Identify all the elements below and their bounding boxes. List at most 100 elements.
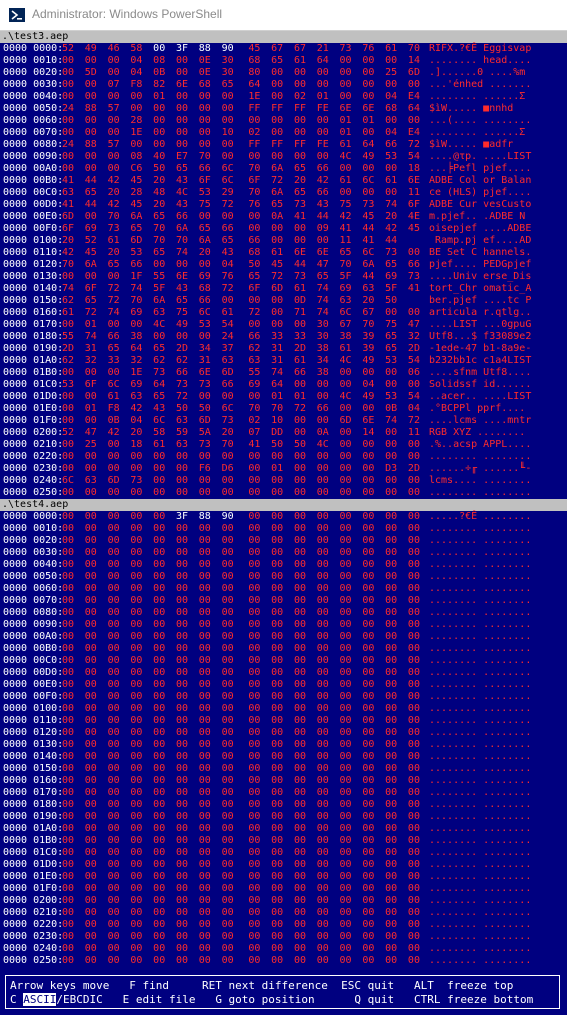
- hex-row[interactable]: 0000 0120: 00 00 00 00 00 00 00 00 00 00 00 00 00 00 00…: [0, 727, 567, 739]
- hex-row[interactable]: 0000 01D0: 00 00 61 63 65 72 00 00 00 01 01 00 4C 49 53…: [0, 391, 567, 403]
- hex-row[interactable]: 0000 0230: 00 00 00 00 00 00 00 00 00 00 00 00 00 00 00…: [0, 931, 567, 943]
- hex-row[interactable]: 0000 0030: 00 00 07 F8 82 6E 68 65 64 00 00 00 00 00 00…: [0, 79, 567, 91]
- hex-byte: 71: [293, 307, 306, 318]
- hex-byte: 00: [362, 907, 375, 918]
- hex-row[interactable]: 0000 0050: 00 00 00 00 00 00 00 00 00 00 00 00 00 00 00…: [0, 571, 567, 583]
- hex-byte: 0B: [385, 403, 398, 414]
- hex-row[interactable]: 0000 0070: 00 00 00 00 00 00 00 00 00 00 00 00 00 00 00…: [0, 595, 567, 607]
- hex-row[interactable]: 0000 0210: 00 00 00 00 00 00 00 00 00 00 00 00 00 00 00…: [0, 907, 567, 919]
- hex-byte: 61: [107, 391, 120, 402]
- hex-row[interactable]: 0000 01F0: 00 00 0B 04 6C 63 6D 73 02 10 00 00 6D 6E 74…: [0, 415, 567, 427]
- hex-row[interactable]: 0000 00C0: 00 00 00 00 00 00 00 00 00 00 00 00 00 00 00…: [0, 655, 567, 667]
- hex-row[interactable]: 0000 01A0: 00 00 00 00 00 00 00 00 00 00 00 00 00 00 00…: [0, 823, 567, 835]
- hex-row[interactable]: 0000 0150: 62 65 72 70 6A 65 66 00 00 00 0D 74 63 20 50…: [0, 295, 567, 307]
- hex-row[interactable]: 0000 0060: 00 00 00 28 00 00 00 00 00 00 00 00 01 01 00…: [0, 115, 567, 127]
- hex-row[interactable]: 0000 00F0: 00 00 00 00 00 00 00 00 00 00 00 00 00 00 00…: [0, 691, 567, 703]
- hex-row[interactable]: 0000 00B0: 00 00 00 00 00 00 00 00 00 00 00 00 00 00 00…: [0, 643, 567, 655]
- hex-row[interactable]: 0000 0140: 00 00 00 00 00 00 00 00 00 00 00 00 00 00 00…: [0, 751, 567, 763]
- hex-compare-console[interactable]: .\test3.aep 0000 0000: 52 49 46 58 00 3F 88 90 45 6…: [0, 31, 567, 1015]
- hex-byte: 00: [293, 235, 306, 246]
- hex-row[interactable]: 0000 0170: 00 00 00 00 00 00 00 00 00 00 00 00 00 00 00…: [0, 787, 567, 799]
- hex-row[interactable]: 0000 0050: 24 88 57 00 00 00 00 00 FF FF FF FE 6E 6E 68…: [0, 103, 567, 115]
- hex-row[interactable]: 0000 00F0: 6F 69 73 65 70 6A 65 66 00 00 00 09 41 44 42…: [0, 223, 567, 235]
- hex-row[interactable]: 0000 01C0: 53 6F 6C 69 64 73 73 66 69 64 00 00 00 04 00…: [0, 379, 567, 391]
- hex-row[interactable]: 0000 0240: 00 00 00 00 00 00 00 00 00 00 00 00 00 00 00…: [0, 943, 567, 955]
- hex-row[interactable]: 0000 0250: 00 00 00 00 00 00 00 00 00 00 00 00 00 00 00…: [0, 487, 567, 499]
- hex-row[interactable]: 0000 00C0: 63 65 20 28 48 4C 53 29 70 6A 65 66 00 00 00…: [0, 187, 567, 199]
- hex-row[interactable]: 0000 0180: 55 74 66 38 00 00 00 24 66 33 33 30 38 39 65…: [0, 331, 567, 343]
- hex-row[interactable]: 0000 0010: 00 00 00 04 08 00 0E 30 68 65 61 64 00 00 00…: [0, 55, 567, 67]
- hex-row[interactable]: 0000 01F0: 00 00 00 00 00 00 00 00 00 00 00 00 00 00 00…: [0, 883, 567, 895]
- hex-row[interactable]: 0000 0090: 00 00 00 00 00 00 00 00 00 00 00 00 00 00 00…: [0, 619, 567, 631]
- hex-row[interactable]: 0000 01D0: 00 00 00 00 00 00 00 00 00 00 00 00 00 00 00…: [0, 859, 567, 871]
- hex-row[interactable]: 0000 0010: 00 00 00 00 00 00 00 00 00 00 00 00 00 00 00…: [0, 523, 567, 535]
- hex-row[interactable]: 0000 0110: 42 45 20 53 65 74 20 43 68 61 6E 6E 65 6C 73…: [0, 247, 567, 259]
- hex-row[interactable]: 0000 00E0: 00 00 00 00 00 00 00 00 00 00 00 00 00 00 00…: [0, 679, 567, 691]
- hex-row[interactable]: 0000 00D0: 00 00 00 00 00 00 00 00 00 00 00 00 00 00 00…: [0, 667, 567, 679]
- hex-row[interactable]: 0000 00D0: 41 44 42 45 20 43 75 72 76 65 73 43 75 73 74…: [0, 199, 567, 211]
- ascii-mode-selected[interactable]: ASCII: [23, 993, 57, 1006]
- row-offset: 0000 01D0:: [3, 859, 64, 870]
- hex-row[interactable]: 0000 0160: 61 72 74 69 63 75 6C 61 72 00 71 74 6C 67 00…: [0, 307, 567, 319]
- hex-row[interactable]: 0000 00B0: 41 44 42 45 20 43 6F 6C 6F 72 20 42 61 6C 61…: [0, 175, 567, 187]
- hex-row[interactable]: 0000 0140: 74 6F 72 74 5F 43 68 72 6F 6D 61 74 69 63 5F…: [0, 283, 567, 295]
- hex-byte: 65: [175, 295, 189, 306]
- hex-row[interactable]: 0000 0180: 00 00 00 00 00 00 00 00 00 00 00 00 00 00 00…: [0, 799, 567, 811]
- hex-byte: 00: [316, 871, 329, 882]
- hex-row[interactable]: 0000 0060: 00 00 00 00 00 00 00 00 00 00 00 00 00 00 00…: [0, 583, 567, 595]
- hex-row[interactable]: 0000 01B0: 00 00 00 1E 73 66 6E 6D 55 74 66 38 00 00 00…: [0, 367, 567, 379]
- hex-row[interactable]: 0000 00A0: 00 00 00 00 00 00 00 00 00 00 00 00 00 00 00…: [0, 631, 567, 643]
- hex-row[interactable]: 0000 0130: 00 00 00 1F 55 6E 69 76 65 72 73 65 5F 44 69…: [0, 271, 567, 283]
- hex-row[interactable]: 0000 0090: 00 00 00 08 40 E7 70 00 00 00 00 00 4C 49 53…: [0, 151, 567, 163]
- hex-row[interactable]: 0000 0020: 00 00 00 00 00 00 00 00 00 00 00 00 00 00 00…: [0, 535, 567, 547]
- hex-row[interactable]: 0000 01C0: 00 00 00 00 00 00 00 00 00 00 00 00 00 00 00…: [0, 847, 567, 859]
- hex-row[interactable]: 0000 0150: 00 00 00 00 00 00 00 00 00 00 00 00 00 00 00…: [0, 763, 567, 775]
- hex-byte: 61: [339, 175, 352, 186]
- hex-row[interactable]: 0000 01B0: 00 00 00 00 00 00 00 00 00 00 00 00 00 00 00…: [0, 835, 567, 847]
- hex-byte: 00: [385, 571, 398, 582]
- hex-row[interactable]: 0000 0070: 00 00 00 1E 00 00 00 10 02 00 00 00 01 00 04…: [0, 127, 567, 139]
- hex-row[interactable]: 0000 01E0: 00 00 00 00 00 00 00 00 00 00 00 00 00 00 00…: [0, 871, 567, 883]
- hex-row[interactable]: 0000 0200: 00 00 00 00 00 00 00 00 00 00 00 00 00 00 00…: [0, 895, 567, 907]
- hex-row[interactable]: 0000 0240: 6C 63 6D 73 00 00 00 00 00 00 00 00 00 00 00…: [0, 475, 567, 487]
- hex-row[interactable]: 0000 0000: 00 00 00 00 00 3F 88 90 00 00 00 00 00 00 00…: [0, 511, 567, 523]
- hex-byte: 00: [221, 487, 234, 498]
- hex-row[interactable]: 0000 0210: 00 25 00 18 61 63 73 70 41 50 50 4C 00 00 00…: [0, 439, 567, 451]
- hex-byte: 3F: [175, 511, 189, 522]
- hex-row[interactable]: 0000 0120: 70 6A 65 66 00 00 00 04 50 45 44 47 70 6A 65…: [0, 259, 567, 271]
- hex-row[interactable]: 0000 0080: 24 88 57 00 00 00 00 00 FF FF FF FE 61 64 66…: [0, 139, 567, 151]
- hex-row[interactable]: 0000 0030: 00 00 00 00 00 00 00 00 00 00 00 00 00 00 00…: [0, 547, 567, 559]
- hex-row[interactable]: 0000 0190: 2D 31 65 64 65 2D 34 37 62 31 2D 38 61 39 65…: [0, 343, 567, 355]
- hex-row[interactable]: 0000 0250: 00 00 00 00 00 00 00 00 00 00 00 00 00 00 00…: [0, 955, 567, 967]
- hex-row[interactable]: 0000 0040: 00 00 00 00 00 00 00 00 00 00 00 00 00 00 00…: [0, 559, 567, 571]
- hex-row[interactable]: 0000 01E0: 00 01 F8 42 43 50 50 6C 70 70 72 66 00 00 0B…: [0, 403, 567, 415]
- hex-row[interactable]: 0000 0170: 00 01 00 00 4C 49 53 54 00 00 00 30 67 70 75…: [0, 319, 567, 331]
- hex-byte: 00: [175, 811, 189, 822]
- file-header: .\test3.aep: [0, 31, 567, 43]
- hex-byte: 28: [130, 115, 143, 126]
- hex-row[interactable]: 0000 0160: 00 00 00 00 00 00 00 00 00 00 00 00 00 00 00…: [0, 775, 567, 787]
- hex-row[interactable]: 0000 0000: 52 49 46 58 00 3F 88 90 45 67 67 21 73 76 61…: [0, 43, 567, 55]
- hex-byte: 00: [221, 91, 234, 102]
- hex-row[interactable]: 0000 0100: 00 00 00 00 00 00 00 00 00 00 00 00 00 00 00…: [0, 703, 567, 715]
- hex-row[interactable]: 0000 0130: 00 00 00 00 00 00 00 00 00 00 00 00 00 00 00…: [0, 739, 567, 751]
- hex-row[interactable]: 0000 00E0: 6D 00 70 6A 65 66 00 00 00 0A 41 44 42 45 20…: [0, 211, 567, 223]
- hex-row[interactable]: 0000 0220: 00 00 00 00 00 00 00 00 00 00 00 00 00 00 00…: [0, 919, 567, 931]
- hex-row[interactable]: 0000 0040: 00 00 00 00 01 00 00 00 1E 00 02 01 00 00 04…: [0, 91, 567, 103]
- hex-row[interactable]: 0000 00A0: 00 00 00 C6 50 65 66 6C 70 6A 65 66 00 00 00…: [0, 163, 567, 175]
- hex-row[interactable]: 0000 0200: 52 47 42 20 58 59 5A 20 07 DD 00 0A 00 14 00…: [0, 427, 567, 439]
- hex-row[interactable]: 0000 0110: 00 00 00 00 00 00 00 00 00 00 00 00 00 00 00…: [0, 715, 567, 727]
- hex-byte: 65: [153, 247, 166, 258]
- hex-row[interactable]: 0000 0190: 00 00 00 00 00 00 00 00 00 00 00 00 00 00 00…: [0, 811, 567, 823]
- hex-row[interactable]: 0000 01A0: 62 32 33 32 62 62 31 63 63 31 61 34 4C 49 53…: [0, 355, 567, 367]
- hex-byte: 00: [62, 151, 75, 162]
- hex-row[interactable]: 0000 0020: 00 5D 00 04 0B 00 0E 30 80 00 00 00 00 00 25…: [0, 67, 567, 79]
- hex-row[interactable]: 0000 0230: 00 00 00 00 00 00 F6 D6 00 01 00 00 00 00 D3…: [0, 463, 567, 475]
- hex-byte: 00: [385, 451, 398, 462]
- hex-byte: 1E: [130, 367, 143, 378]
- hex-row[interactable]: 0000 0100: 20 52 61 6D 70 70 6A 65 66 00 00 00 11 41 44…: [0, 235, 567, 247]
- hex-row[interactable]: 0000 0220: 00 00 00 00 00 00 00 00 00 00 00 00 00 00 00…: [0, 451, 567, 463]
- ascii-column: ........ ......Σ: [429, 91, 526, 102]
- hex-row[interactable]: 0000 0080: 00 00 00 00 00 00 00 00 00 00 00 00 00 00 00…: [0, 607, 567, 619]
- hex-byte: 10: [221, 127, 234, 138]
